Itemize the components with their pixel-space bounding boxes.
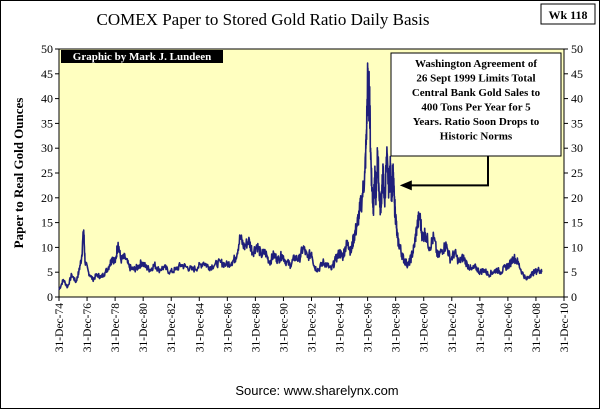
annotation-line: Years. Ratio Soon Drops to xyxy=(413,116,540,128)
y-tick-label-left: 45 xyxy=(41,67,53,81)
x-tick-label: 31-Dec-02 xyxy=(447,303,459,352)
y-tick-label-left: 5 xyxy=(47,265,53,279)
arrow-line xyxy=(409,156,489,187)
y-axis-right: 0 5 10 15 20 25 30 35 40 45 50 xyxy=(564,42,583,304)
x-tick-label: 31-Dec-80 xyxy=(138,303,150,352)
y-tick-label-right: 40 xyxy=(571,92,583,106)
week-badge xyxy=(540,3,596,25)
y-tick-label-right: 45 xyxy=(571,67,583,81)
y-tick-label-left: 30 xyxy=(41,141,53,155)
y-tick-label-right: 35 xyxy=(571,116,583,130)
x-tick-label: 31-Dec-04 xyxy=(475,303,487,352)
x-tick-label: 31-Dec-10 xyxy=(559,303,571,352)
x-tick-label: 31-Dec-90 xyxy=(278,303,290,352)
annotation-line: Central Bank Gold Sales to xyxy=(412,87,541,99)
x-tick-label: 31-Dec-98 xyxy=(391,303,403,352)
week-badge-label: Wk 118 xyxy=(548,8,587,22)
y-axis-left: 0 5 10 15 20 25 30 35 40 45 50 xyxy=(41,42,59,304)
x-tick-label: 31-Dec-78 xyxy=(110,303,122,352)
annotation-line: 400 Tons Per Year for 5 xyxy=(421,102,531,114)
y-tick-label-right: 50 xyxy=(571,42,583,56)
series-line-0 xyxy=(58,62,543,290)
x-tick-label: 31-Dec-82 xyxy=(166,303,178,352)
x-tick-label: 31-Dec-92 xyxy=(307,303,319,352)
x-axis: 31-Dec-74 31-Dec-76 31-Dec-78 31-Dec-80 31-D… xyxy=(54,297,571,352)
y-tick-label-right: 10 xyxy=(571,240,583,254)
y-tick-label-left: 35 xyxy=(41,116,53,130)
annotation-line: 26 Sept 1999 Limits Total xyxy=(416,73,535,85)
y-tick-label-right: 25 xyxy=(571,166,583,180)
y-tick-label-left: 20 xyxy=(41,191,53,205)
annotation-line: Historic Norms xyxy=(440,131,513,143)
annotation-arrow xyxy=(399,156,489,191)
x-tick-label: 31-Dec-84 xyxy=(194,303,206,352)
credit-box xyxy=(61,50,223,63)
y-tick-label-right: 0 xyxy=(571,290,577,304)
annotation-box xyxy=(390,52,562,157)
x-tick-label: 31-Dec-00 xyxy=(419,303,431,352)
annotation-text: Washington Agreement of 26 Sept 1999 Limi… xyxy=(412,58,541,143)
y-tick-label-right: 20 xyxy=(571,191,583,205)
series-layer xyxy=(58,62,543,290)
y-tick-label-right: 30 xyxy=(571,141,583,155)
y-tick-label-right: 15 xyxy=(571,216,583,230)
x-tick-label: 31-Dec-88 xyxy=(250,303,262,352)
arrow-head xyxy=(399,180,412,191)
x-tick-label: 31-Dec-06 xyxy=(503,303,515,352)
y-tick-label-right: 5 xyxy=(571,265,577,279)
y-tick-label-left: 40 xyxy=(41,92,53,106)
chart-title: COMEX Paper to Stored Gold Ratio Daily B… xyxy=(97,10,430,29)
source-label: Source: www.sharelynx.com xyxy=(235,383,398,398)
y-tick-label-left: 25 xyxy=(41,166,53,180)
credit-label: Graphic by Mark J. Lundeen xyxy=(73,51,211,63)
x-tick-label: 31-Dec-76 xyxy=(82,303,94,352)
annotation-line: Washington Agreement of xyxy=(415,58,537,70)
x-tick-label: 31-Dec-08 xyxy=(531,303,543,352)
y-tick-label-left: 50 xyxy=(41,42,53,56)
x-tick-label: 31-Dec-94 xyxy=(335,303,347,352)
x-tick-label: 31-Dec-96 xyxy=(363,303,375,352)
y-tick-label-left: 10 xyxy=(41,240,53,254)
x-tick-label: 31-Dec-74 xyxy=(54,303,66,352)
y-tick-label-left: 15 xyxy=(41,216,53,230)
x-tick-label: 31-Dec-86 xyxy=(222,303,234,352)
y-tick-label-left: 0 xyxy=(47,290,53,304)
y-axis-label: Paper to Real Gold Ounces xyxy=(11,98,26,249)
